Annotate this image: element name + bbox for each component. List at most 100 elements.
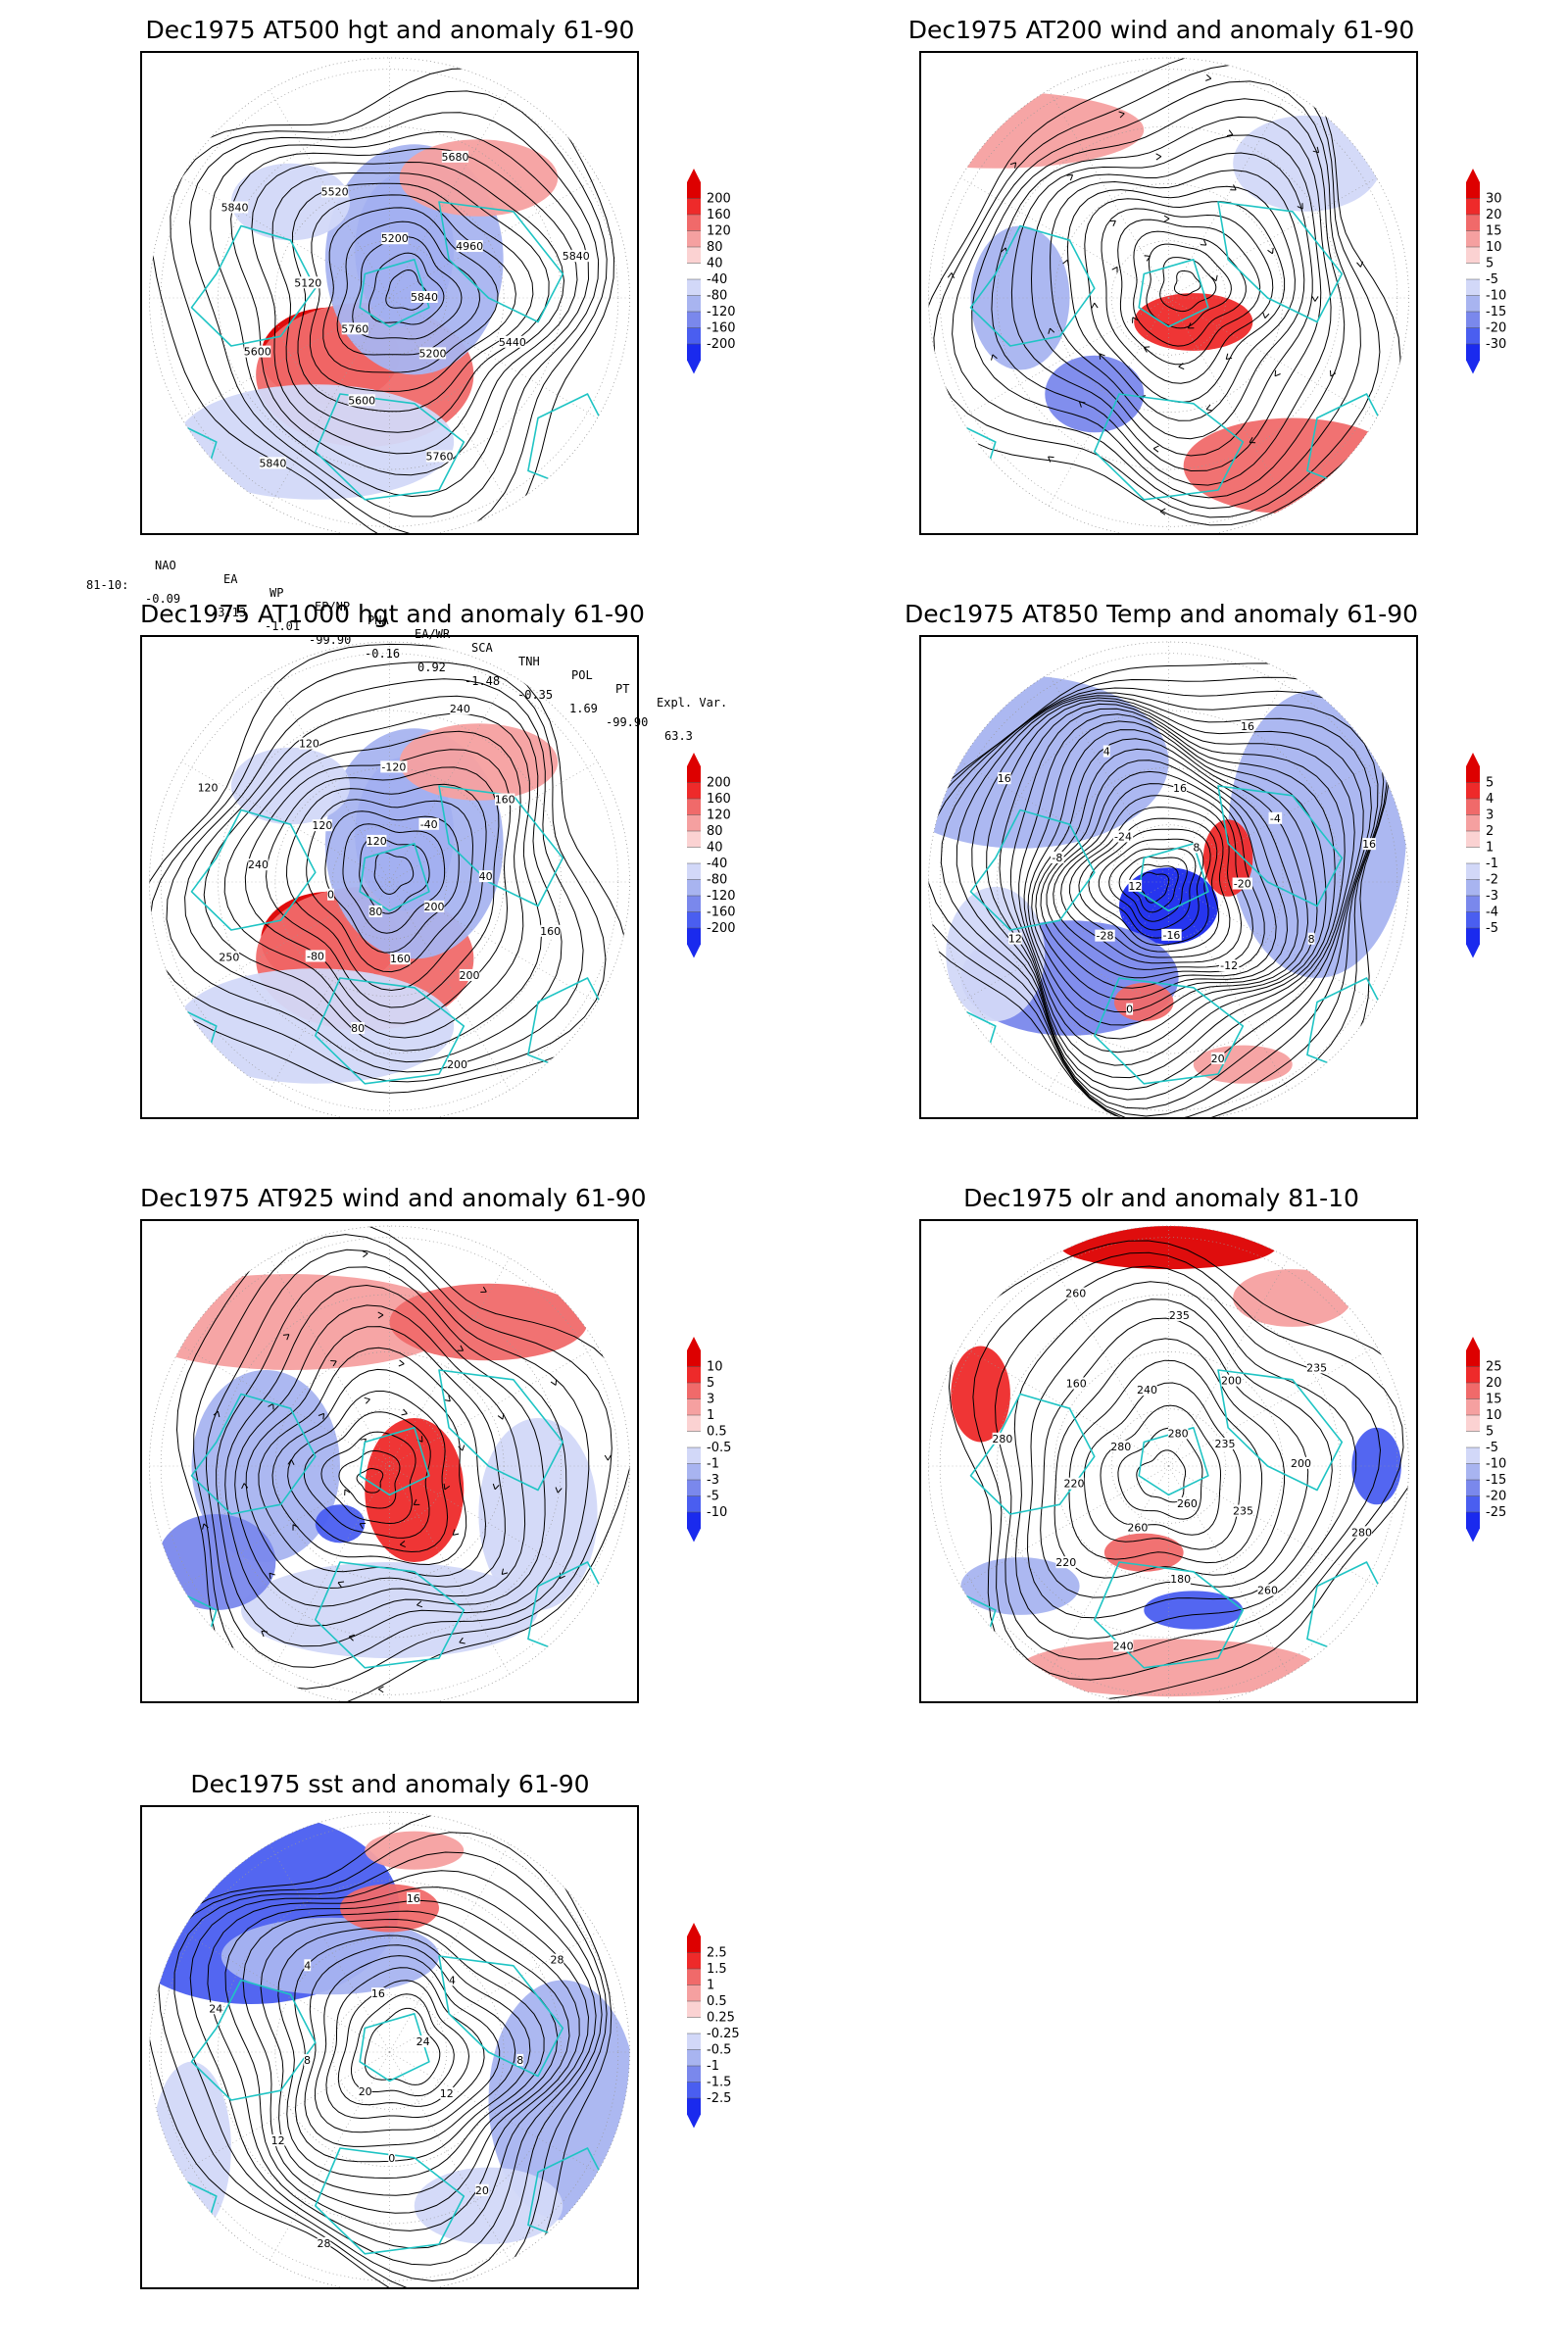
- coastline: [359, 843, 430, 912]
- contour-line: [337, 1980, 470, 2107]
- contour-line: [948, 1240, 1409, 1700]
- anomaly-shading: [1233, 1269, 1352, 1327]
- colorbar-top-arrow: [687, 169, 701, 182]
- colorbar-swatch: [1466, 247, 1480, 264]
- wind-arrow: [268, 1402, 274, 1410]
- colorbar-top-arrow: [1466, 169, 1480, 182]
- wind-arrow: [1048, 456, 1054, 463]
- colorbar-swatch: [687, 1463, 701, 1481]
- colorbar-tick-label: -10: [707, 1505, 727, 1520]
- contour-line: [320, 1431, 416, 1525]
- colorbar-swatch: [687, 896, 701, 912]
- contour-line: [336, 220, 481, 356]
- contour-label-bg: [305, 950, 326, 962]
- contour-label-bg: [459, 968, 480, 981]
- contour-label: 80: [351, 1022, 365, 1035]
- value-tnh: -0.35: [517, 688, 554, 702]
- wind-arrow: [1099, 353, 1105, 360]
- wind-arrow: [282, 1334, 290, 1341]
- contour-line: [940, 692, 1379, 1117]
- contour-label: 180: [1170, 1573, 1191, 1586]
- colorbar-swatch: [687, 1447, 701, 1464]
- contour-line: [230, 148, 578, 476]
- contour-label: 235: [1233, 1505, 1253, 1518]
- contour-label-bg: [1351, 1526, 1372, 1539]
- wind-arrow: [1144, 255, 1151, 262]
- colorbar-tick-label: -80: [707, 289, 727, 304]
- wind-arrow: [1205, 74, 1212, 81]
- colorbar-bottom-arrow: [1466, 1528, 1480, 1543]
- coastline: [1094, 1561, 1245, 1669]
- colorbar-tick-label: 5: [1486, 776, 1494, 791]
- colorbar-swatch: [687, 1952, 701, 1970]
- wind-arrow: [1079, 401, 1086, 408]
- wind-arrow: [1329, 369, 1337, 377]
- contour-label: 5200: [381, 232, 409, 245]
- panel-title-hgt500: Dec1975 AT500 hgt and anomaly 61-90: [145, 16, 635, 44]
- contour-line: [315, 1955, 501, 2133]
- contour-line: [928, 676, 1389, 1117]
- wind-arrow: [1155, 153, 1162, 161]
- contour-label: -24: [1114, 830, 1132, 843]
- contour-label: 0: [1126, 1004, 1133, 1016]
- contour-label-bg: [1110, 1440, 1131, 1452]
- value-nao: -0.09: [145, 592, 181, 606]
- anomaly-shading: [951, 1346, 1010, 1443]
- colorbar-tick-label: 2: [1486, 824, 1494, 839]
- colorbar-swatch: [687, 2017, 701, 2034]
- contour-line: [242, 1910, 570, 2214]
- contour-label: 260: [1127, 1521, 1148, 1534]
- contour-label-bg: [1095, 929, 1115, 942]
- value-pt: -99.90: [606, 715, 649, 729]
- contour-line: [1174, 270, 1201, 296]
- map-sst: 24 20 16 12 8 4 0 4 8 12 16 20 24 28 28: [140, 1805, 639, 2289]
- colorbar-swatch: [687, 1512, 701, 1529]
- contour-label-bg: [1173, 781, 1187, 794]
- graticule-meridian: [1168, 881, 1377, 1003]
- contour-label-bg: [439, 2086, 454, 2099]
- wind-arrow: [947, 272, 955, 279]
- contour-label: 5760: [341, 322, 368, 335]
- colorbar-swatch: [687, 182, 701, 199]
- wind-arrow: [501, 1568, 509, 1575]
- contour-line: [258, 1347, 487, 1578]
- colorbar-tick-label: -15: [1486, 1473, 1506, 1488]
- map-boundary: [928, 1225, 1409, 1701]
- colorbar-bottom-arrow: [1466, 360, 1480, 374]
- wind-arrow: [457, 1345, 465, 1351]
- colorbar-swatch: [687, 279, 701, 296]
- contour-label: 16: [998, 772, 1011, 785]
- contour-label: 235: [1306, 1361, 1327, 1374]
- contour-label: 20: [475, 2184, 489, 2197]
- wind-arrow: [1178, 363, 1185, 370]
- wind-arrow: [550, 1379, 558, 1386]
- contour-label-bg: [450, 702, 470, 714]
- graticule-meridian: [389, 297, 511, 507]
- contour-line: [260, 1918, 559, 2196]
- colorbar-top-arrow: [687, 1337, 701, 1350]
- wind-arrow: [401, 1408, 408, 1416]
- coastline: [438, 1369, 564, 1492]
- graticule-circle: [1110, 824, 1227, 940]
- contour-label-bg: [1233, 1504, 1253, 1517]
- graticule-meridian: [389, 881, 511, 1091]
- contour-label: 16: [407, 1892, 420, 1905]
- contour-label-bg: [423, 900, 445, 912]
- contour-label: -28: [1097, 930, 1114, 943]
- coastline: [359, 259, 430, 328]
- contour-label: 200: [1221, 1375, 1242, 1388]
- wind-arrow: [1211, 274, 1218, 282]
- header-pna: PNA: [368, 613, 389, 627]
- colorbar-tick-label: -2.5: [707, 2091, 731, 2106]
- contour-line: [1146, 243, 1232, 329]
- wind-arrow: [318, 1412, 325, 1420]
- contour-label: 12: [1128, 880, 1142, 893]
- colorbar-swatch: [687, 230, 701, 248]
- graticule-meridian: [389, 1465, 511, 1675]
- colorbar-swatch: [1466, 1463, 1480, 1481]
- contour-label: 0: [388, 2152, 395, 2165]
- colorbar-swatch: [687, 295, 701, 313]
- graticule-meridian: [181, 297, 390, 418]
- contour-label-bg: [478, 870, 493, 883]
- map-wind925: [140, 1219, 639, 1703]
